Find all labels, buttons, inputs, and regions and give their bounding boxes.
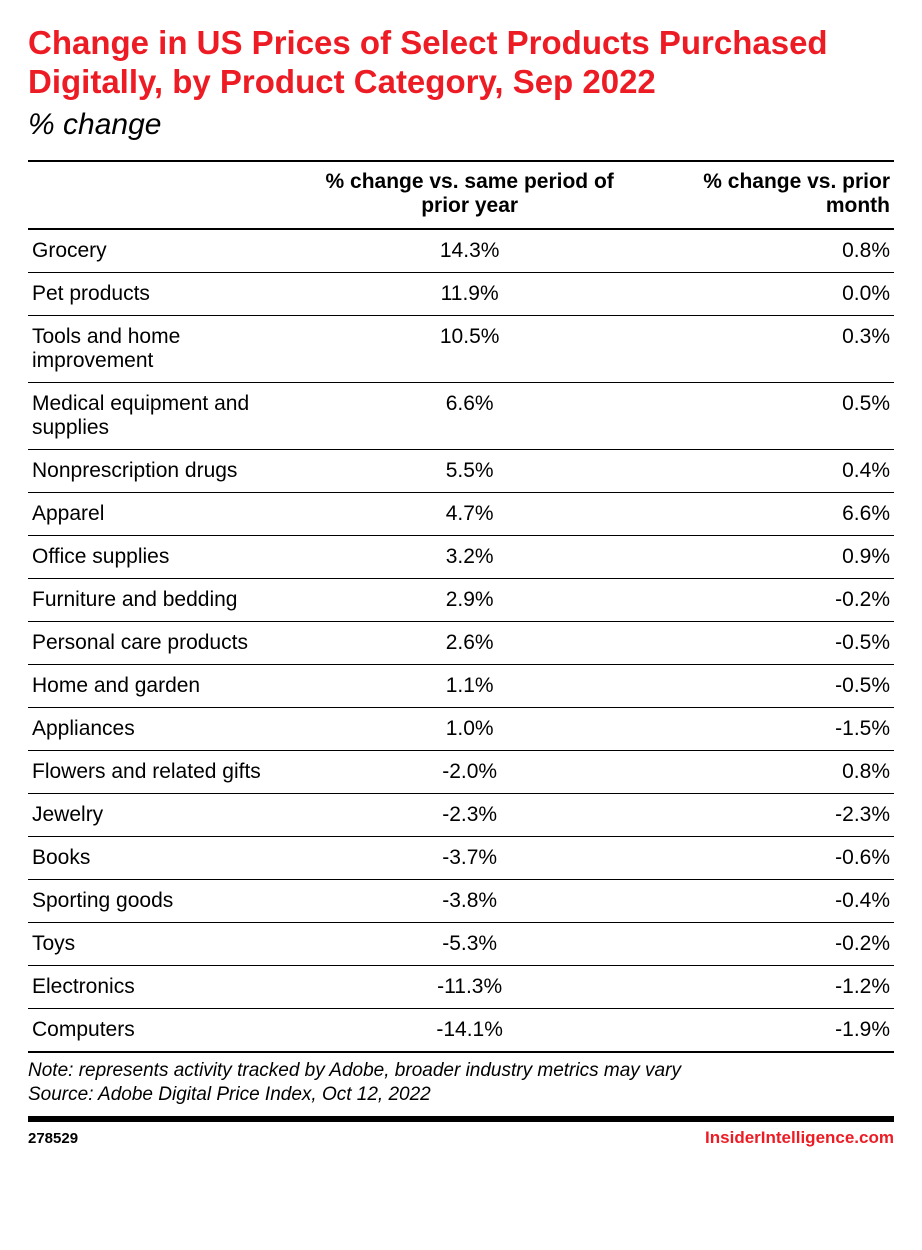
cell-year-change: -3.8% [305, 879, 634, 922]
data-table: % change vs. same period of prior year %… [28, 160, 894, 1053]
table-row: Apparel4.7%6.6% [28, 492, 894, 535]
table-row: Medical equipment and supplies6.6%0.5% [28, 382, 894, 449]
note-text: Note: represents activity tracked by Ado… [28, 1059, 894, 1083]
cell-category: Toys [28, 922, 305, 965]
cell-category: Office supplies [28, 535, 305, 578]
col-header-month: % change vs. prior month [634, 161, 894, 229]
table-row: Appliances1.0%-1.5% [28, 707, 894, 750]
cell-category: Grocery [28, 229, 305, 273]
cell-category: Personal care products [28, 621, 305, 664]
cell-category: Sporting goods [28, 879, 305, 922]
cell-year-change: 4.7% [305, 492, 634, 535]
cell-category: Electronics [28, 965, 305, 1008]
table-row: Home and garden1.1%-0.5% [28, 664, 894, 707]
chart-subtitle: % change [28, 108, 894, 142]
cell-month-change: 6.6% [634, 492, 894, 535]
chart-title: Change in US Prices of Select Products P… [28, 24, 894, 102]
cell-month-change: -2.3% [634, 793, 894, 836]
cell-category: Furniture and bedding [28, 578, 305, 621]
table-row: Sporting goods-3.8%-0.4% [28, 879, 894, 922]
cell-year-change: 1.0% [305, 707, 634, 750]
notes-block: Note: represents activity tracked by Ado… [28, 1053, 894, 1123]
cell-year-change: 1.1% [305, 664, 634, 707]
cell-month-change: -1.2% [634, 965, 894, 1008]
cell-month-change: -1.5% [634, 707, 894, 750]
cell-year-change: 3.2% [305, 535, 634, 578]
table-row: Flowers and related gifts-2.0%0.8% [28, 750, 894, 793]
cell-category: Flowers and related gifts [28, 750, 305, 793]
table-row: Furniture and bedding2.9%-0.2% [28, 578, 894, 621]
table-row: Toys-5.3%-0.2% [28, 922, 894, 965]
table-row: Electronics-11.3%-1.2% [28, 965, 894, 1008]
table-row: Grocery14.3%0.8% [28, 229, 894, 273]
cell-month-change: 0.5% [634, 382, 894, 449]
cell-category: Nonprescription drugs [28, 449, 305, 492]
cell-year-change: 2.9% [305, 578, 634, 621]
cell-category: Jewelry [28, 793, 305, 836]
cell-category: Home and garden [28, 664, 305, 707]
cell-month-change: 0.3% [634, 315, 894, 382]
chart-container: Change in US Prices of Select Products P… [0, 0, 922, 1164]
cell-year-change: -2.0% [305, 750, 634, 793]
cell-year-change: -5.3% [305, 922, 634, 965]
brand-name: InsiderIntelligence.com [705, 1128, 894, 1148]
table-row: Personal care products2.6%-0.5% [28, 621, 894, 664]
chart-id: 278529 [28, 1130, 78, 1147]
cell-month-change: -0.5% [634, 621, 894, 664]
cell-month-change: 0.9% [634, 535, 894, 578]
cell-month-change: -0.2% [634, 578, 894, 621]
cell-month-change: -1.9% [634, 1008, 894, 1052]
cell-month-change: 0.8% [634, 750, 894, 793]
cell-year-change: 5.5% [305, 449, 634, 492]
cell-month-change: -0.5% [634, 664, 894, 707]
table-row: Pet products11.9%0.0% [28, 272, 894, 315]
cell-month-change: -0.2% [634, 922, 894, 965]
source-text: Source: Adobe Digital Price Index, Oct 1… [28, 1083, 894, 1107]
table-header-row: % change vs. same period of prior year %… [28, 161, 894, 229]
cell-category: Medical equipment and supplies [28, 382, 305, 449]
table-row: Computers-14.1%-1.9% [28, 1008, 894, 1052]
cell-year-change: -11.3% [305, 965, 634, 1008]
cell-year-change: -14.1% [305, 1008, 634, 1052]
cell-month-change: 0.8% [634, 229, 894, 273]
cell-month-change: 0.4% [634, 449, 894, 492]
cell-month-change: 0.0% [634, 272, 894, 315]
cell-year-change: -2.3% [305, 793, 634, 836]
table-row: Tools and home improvement10.5%0.3% [28, 315, 894, 382]
cell-category: Tools and home improvement [28, 315, 305, 382]
cell-year-change: -3.7% [305, 836, 634, 879]
table-row: Jewelry-2.3%-2.3% [28, 793, 894, 836]
cell-category: Pet products [28, 272, 305, 315]
cell-category: Appliances [28, 707, 305, 750]
col-header-category [28, 161, 305, 229]
cell-month-change: -0.4% [634, 879, 894, 922]
cell-year-change: 10.5% [305, 315, 634, 382]
footer: 278529 InsiderIntelligence.com [28, 1122, 894, 1148]
table-row: Office supplies3.2%0.9% [28, 535, 894, 578]
cell-year-change: 2.6% [305, 621, 634, 664]
cell-year-change: 14.3% [305, 229, 634, 273]
cell-year-change: 11.9% [305, 272, 634, 315]
cell-month-change: -0.6% [634, 836, 894, 879]
cell-year-change: 6.6% [305, 382, 634, 449]
cell-category: Computers [28, 1008, 305, 1052]
cell-category: Books [28, 836, 305, 879]
table-row: Nonprescription drugs5.5%0.4% [28, 449, 894, 492]
col-header-year: % change vs. same period of prior year [305, 161, 634, 229]
table-row: Books-3.7%-0.6% [28, 836, 894, 879]
cell-category: Apparel [28, 492, 305, 535]
